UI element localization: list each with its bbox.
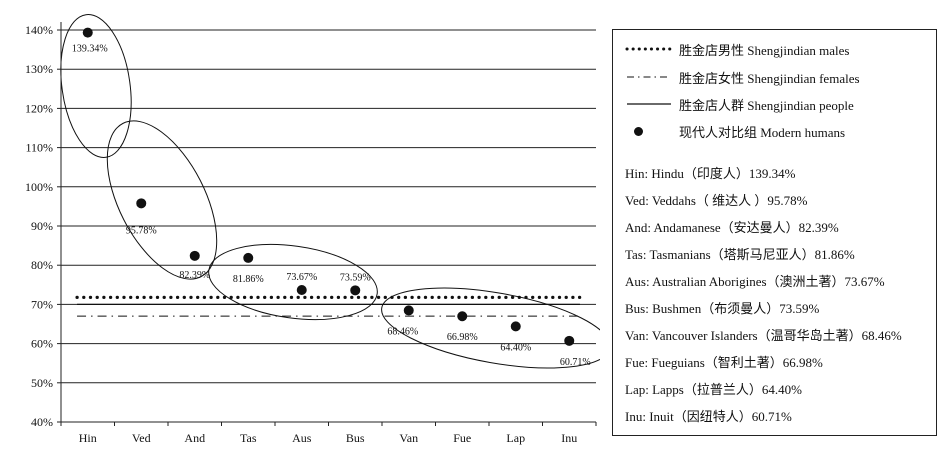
solid-line-swatch (627, 103, 671, 105)
annotation-tas: Tas: Tasmanians（塔斯马尼亚人）81.86% (625, 247, 855, 262)
group-ellipse-3 (208, 243, 378, 321)
point-and (189, 250, 200, 261)
group-ellipse-4 (381, 287, 600, 369)
y-tick-label: 90% (31, 219, 53, 233)
x-tick-label-bus: Bus (346, 431, 365, 445)
chart-plot: 40% 50% 60% 70% 80% 90% 100% 110% 120% 130% 140% H… (25, 14, 600, 445)
data-label-fue: 66.98% (447, 332, 478, 343)
data-label-aus: 73.67% (286, 272, 317, 283)
y-tick-label: 110% (25, 141, 53, 155)
data-label-lap: 64.40% (500, 342, 531, 353)
data-label-ved: 95.78% (126, 225, 157, 236)
data-label-and: 82.39% (179, 270, 210, 281)
axes (57, 22, 597, 426)
legend-label: 胜金店男性 Shengjindian males (679, 42, 850, 58)
data-label-van: 68.46% (387, 326, 418, 337)
y-tick-label: 80% (31, 258, 53, 272)
legend-label: 胜金店女性 Shengjindian females (679, 70, 860, 86)
annotation-bus: Bus: Bushmen（布须曼人）73.59% (625, 301, 820, 316)
y-tick-labels: 40% 50% 60% 70% 80% 90% 100% 110% 120% 130% 140% (25, 23, 53, 429)
y-tick-label: 40% (31, 415, 53, 429)
dash-dot-line-swatch (627, 76, 671, 78)
data-label-inu: 60.71% (560, 357, 591, 368)
data-label-tas: 81.86% (233, 274, 264, 285)
legend-label: 胜金店人群 Shengjindian people (679, 97, 854, 113)
point-lap (510, 321, 521, 332)
x-tick-label-inu: Inu (561, 431, 577, 445)
x-tick-label-lap: Lap (506, 431, 525, 445)
legend-entry-people: 胜金店人群 Shengjindian people (625, 94, 854, 114)
y-tick-label: 140% (25, 23, 53, 37)
annotation-hin: Hin: Hindu（印度人）139.34% (625, 166, 796, 181)
circle-marker-swatch (625, 121, 675, 141)
point-tas (243, 252, 254, 263)
group-ellipse-2 (106, 120, 218, 280)
point-van (403, 305, 414, 316)
legend: 胜金店男性 Shengjindian males 胜金店女性 Shengjind… (612, 29, 937, 436)
x-tick-label-ved: Ved (132, 431, 151, 445)
annotation-van: Van: Vancouver Islanders（温哥华岛土著）68.46% (625, 328, 902, 343)
annotation-and: And: Andamanese（安达曼人）82.39% (625, 220, 839, 235)
legend-entry-males: 胜金店男性 Shengjindian males (625, 39, 849, 59)
point-ved (136, 198, 147, 209)
group-ellipses (60, 14, 600, 369)
y-tick-label: 130% (25, 62, 53, 76)
point-bus (350, 285, 361, 296)
point-hin (82, 27, 93, 38)
data-label-hin: 139.34% (72, 44, 108, 55)
x-tick-labels: Hin Ved And Tas Aus Bus Van Fue Lap Inu (79, 431, 578, 445)
legend-label: 现代人对比组 Modern humans (679, 124, 846, 140)
y-tick-label: 60% (31, 337, 53, 351)
legend-entry-females: 胜金店女性 Shengjindian females (625, 67, 860, 87)
point-aus (296, 285, 307, 296)
y-tick-label: 120% (25, 101, 53, 115)
x-tick-label-aus: Aus (292, 431, 312, 445)
reference-lines (75, 295, 582, 317)
legend-entry-modern: 现代人对比组 Modern humans (625, 121, 845, 141)
x-tick-label-hin: Hin (79, 431, 97, 445)
data-labels: 139.34% 95.78% 82.39% 81.86% 73.67% 73.59% 68.… (72, 44, 591, 368)
y-tick-label: 100% (25, 180, 53, 194)
point-fue (457, 311, 468, 322)
annotation-lap: Lap: Lapps（拉普兰人）64.40% (625, 382, 802, 397)
group-ellipse-1 (60, 14, 132, 158)
data-points (82, 27, 575, 346)
x-tick-label-tas: Tas (240, 431, 257, 445)
y-tick-label: 70% (31, 297, 53, 311)
x-tick-label-and: And (184, 431, 205, 445)
y-tick-label: 50% (31, 376, 53, 390)
data-label-bus: 73.59% (340, 272, 371, 283)
point-inu (564, 335, 575, 346)
annotation-aus: Aus: Australian Aborigines（澳洲土著）73.67% (625, 274, 885, 289)
x-tick-label-van: Van (399, 431, 418, 445)
annotation-ved: Ved: Veddahs（ 维达人 ）95.78% (625, 193, 808, 208)
dotted-line-swatch (625, 47, 673, 51)
x-tick-label-fue: Fue (453, 431, 471, 445)
annotation-inu: Inu: Inuit（因纽特人）60.71% (625, 409, 792, 424)
annotation-fue: Fue: Fueguians（智利土著）66.98% (625, 355, 823, 370)
